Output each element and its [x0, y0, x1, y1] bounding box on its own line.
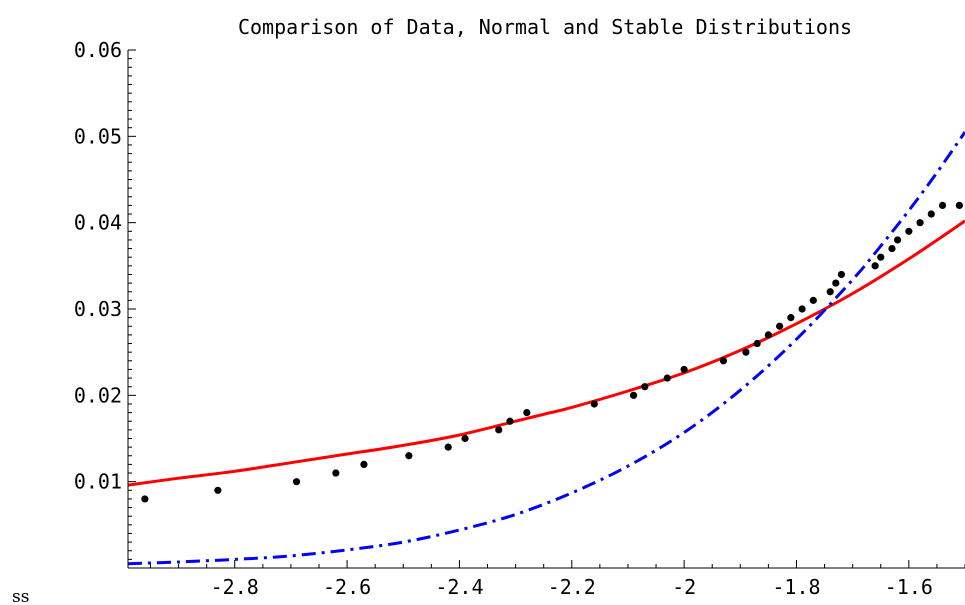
y-tick-label: 0.01 [74, 470, 122, 494]
data-point [719, 357, 728, 365]
data-point [641, 383, 649, 391]
x-tick-label: -2.2 [548, 575, 596, 599]
data-point [877, 253, 885, 261]
data-point [927, 210, 935, 218]
data-point [776, 322, 784, 330]
data-point [629, 391, 638, 399]
series-normal-curve [128, 219, 965, 487]
data-point [938, 201, 947, 209]
data-point [292, 478, 301, 486]
data-point [753, 339, 761, 348]
data-point [809, 296, 817, 304]
y-tick-label: 0.06 [74, 38, 122, 62]
data-point [798, 305, 806, 313]
corner-text: ss [12, 587, 29, 605]
x-axis-ticks: -2.8 -2.6 -2.4 -2.2 -2 -1.8 -1.6 [149, 560, 965, 599]
data-point [680, 365, 688, 374]
data-point [590, 400, 598, 408]
x-tick-label: -2.6 [323, 575, 371, 599]
data-point [214, 486, 222, 494]
y-tick-label: 0.02 [74, 383, 122, 407]
data-point [141, 495, 149, 503]
data-point [826, 288, 834, 296]
data-point [888, 244, 896, 253]
x-tick-label: -1.6 [885, 575, 933, 599]
data-point [461, 434, 469, 443]
stable-curve-line [128, 131, 965, 566]
data-point [893, 236, 902, 244]
data-point [955, 201, 963, 209]
data-point [787, 314, 795, 322]
plot-area [128, 131, 965, 566]
data-point [905, 227, 913, 235]
x-tick-label: -2.4 [435, 575, 483, 599]
data-point [742, 348, 750, 356]
x-tick-label: -1.8 [772, 575, 820, 599]
data-point [523, 409, 531, 417]
y-axis-ticks: 0.01 0.02 0.03 0.04 0.05 0.06 [74, 38, 136, 560]
y-tick-label: 0.03 [74, 297, 122, 321]
data-point [832, 279, 840, 287]
data-point [663, 374, 671, 382]
x-tick-label: -2 [672, 575, 696, 599]
y-tick-label: 0.04 [74, 211, 122, 235]
series-stable-curve [128, 131, 965, 566]
y-tick-label: 0.05 [74, 124, 122, 148]
x-tick-label: -2.8 [211, 575, 259, 599]
data-point [871, 262, 879, 270]
chart-title: Comparison of Data, Normal and Stable Di… [238, 15, 852, 39]
data-point [495, 426, 503, 434]
data-point [332, 469, 340, 477]
data-point [506, 417, 514, 425]
data-point [916, 219, 924, 227]
series-data-points [141, 201, 963, 503]
data-point [764, 331, 772, 339]
data-point [360, 460, 368, 468]
data-point [405, 452, 413, 460]
data-point [444, 443, 452, 451]
normal-curve-line [128, 219, 965, 487]
data-point [837, 270, 846, 279]
